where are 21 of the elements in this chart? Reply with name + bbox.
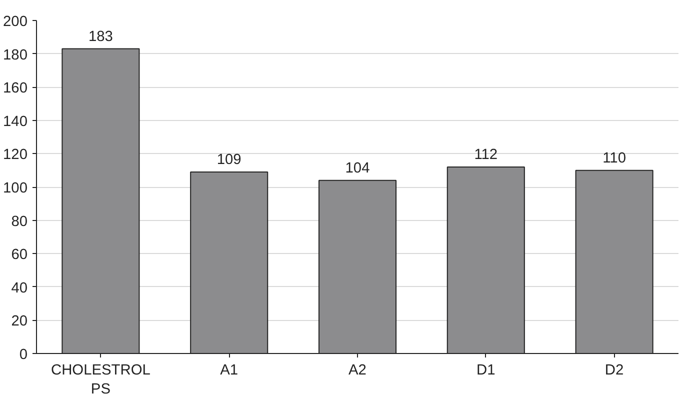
y-tick-label: 100 bbox=[3, 180, 28, 196]
y-tick-label: 180 bbox=[3, 47, 28, 64]
data-label: 109 bbox=[216, 152, 242, 168]
y-tick-label: 200 bbox=[3, 14, 28, 30]
y-tick-label: 80 bbox=[11, 214, 28, 230]
x-tick-label: A2 bbox=[348, 362, 366, 378]
y-tick-label: 120 bbox=[3, 147, 28, 164]
y-tick-label: 60 bbox=[11, 247, 28, 264]
y-tick-label: 40 bbox=[11, 280, 28, 296]
data-label: 112 bbox=[474, 147, 498, 164]
x-tick-label: D2 bbox=[604, 362, 624, 378]
data-label: 104 bbox=[345, 160, 370, 176]
x-tick-label: A1 bbox=[220, 362, 238, 378]
data-label: 183 bbox=[88, 28, 113, 45]
y-tick-label: 160 bbox=[3, 80, 28, 97]
x-tick-label: CHOLESTROL PS bbox=[51, 362, 150, 398]
x-tick-label: D1 bbox=[476, 362, 496, 378]
data-label: 110 bbox=[602, 150, 626, 166]
y-tick-label: 20 bbox=[11, 314, 28, 330]
y-tick-label: 0 bbox=[19, 347, 28, 363]
y-tick-label: 140 bbox=[3, 114, 28, 130]
